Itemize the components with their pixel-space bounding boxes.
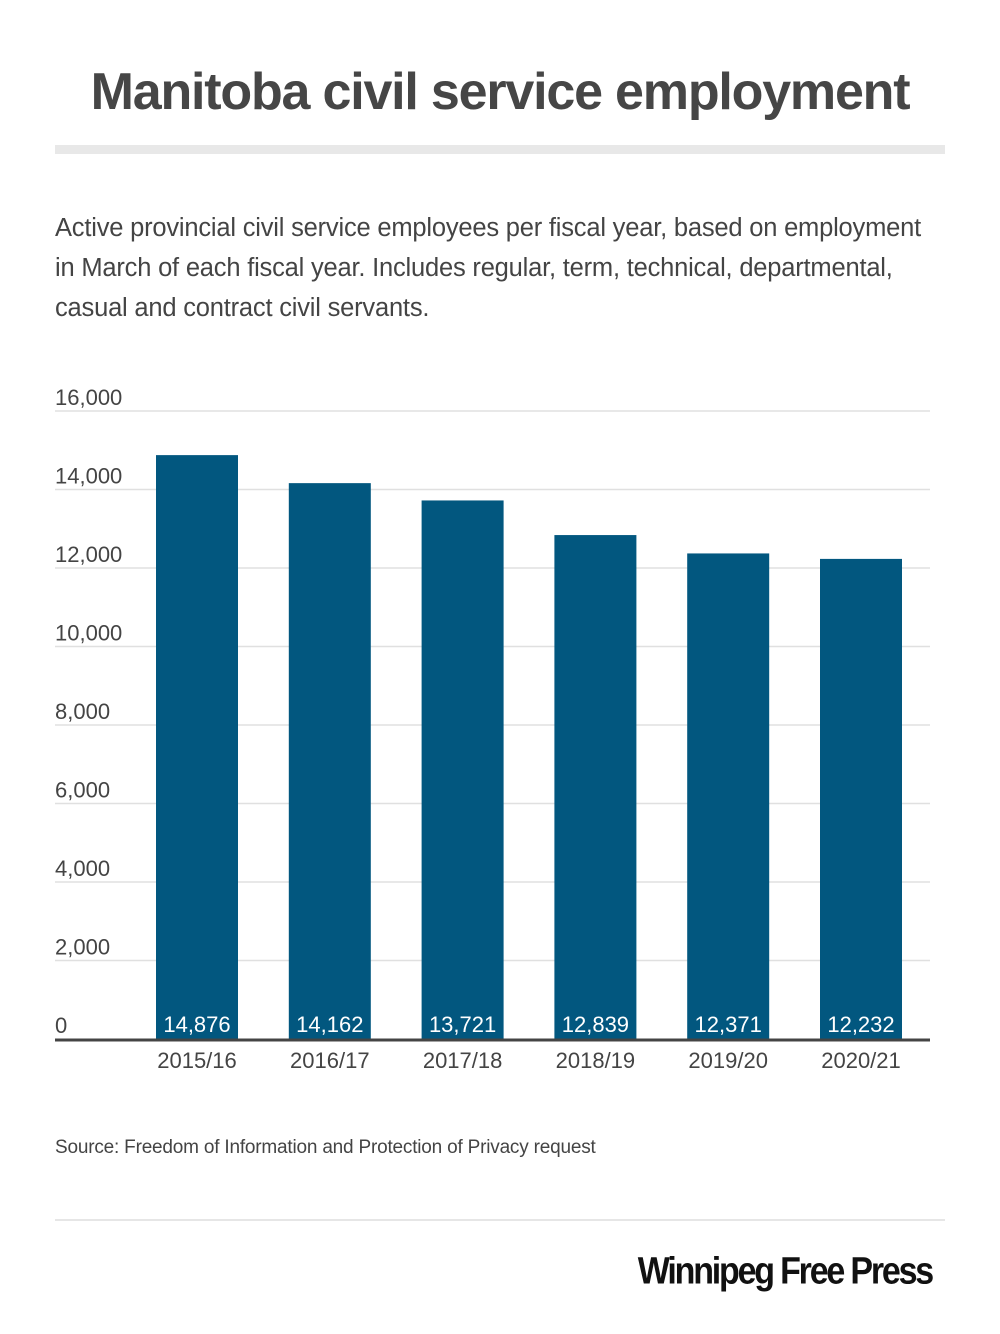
bar bbox=[820, 558, 902, 1039]
chart-subtitle: Active provincial civil service employee… bbox=[55, 214, 921, 322]
publisher-logo: Winnipeg Free Press bbox=[637, 1249, 934, 1293]
bar-chart: 0 2,000 4,000 6,000 8,000 10,000 12,000 14,000 1… bbox=[55, 385, 930, 1073]
y-tick-label: 16,000 bbox=[55, 385, 122, 410]
y-axis-tick-labels: 0 2,000 4,000 6,000 8,000 10,000 12,000 14,000 1… bbox=[55, 385, 122, 1038]
chart-title: Manitoba civil service employment bbox=[90, 63, 911, 121]
y-tick-label: 12,000 bbox=[55, 542, 122, 567]
bar-value-label: 12,232 bbox=[827, 1012, 894, 1037]
bar-value-label: 13,721 bbox=[429, 1012, 496, 1037]
bar-value-label: 14,876 bbox=[163, 1012, 230, 1037]
bar bbox=[421, 500, 504, 1039]
y-tick-label: 8,000 bbox=[55, 699, 110, 724]
bar bbox=[156, 455, 238, 1039]
bar bbox=[687, 553, 770, 1039]
x-tick-label: 2017/18 bbox=[423, 1048, 503, 1073]
y-tick-label: 0 bbox=[55, 1013, 67, 1038]
bar bbox=[554, 535, 637, 1039]
y-tick-label: 6,000 bbox=[55, 778, 110, 803]
x-axis-tick-labels: 2015/16 2016/17 2017/18 2018/19 2019/20 2020/… bbox=[157, 1048, 901, 1073]
x-tick-label: 2018/19 bbox=[556, 1048, 636, 1073]
bar bbox=[288, 483, 371, 1040]
footer-divider bbox=[55, 1219, 945, 1221]
y-tick-label: 2,000 bbox=[55, 935, 110, 960]
source-note: Source: Freedom of Information and Prote… bbox=[55, 1137, 596, 1158]
y-tick-label: 10,000 bbox=[55, 621, 122, 646]
x-tick-label: 2016/17 bbox=[290, 1048, 370, 1073]
x-tick-label: 2015/16 bbox=[157, 1048, 237, 1073]
y-tick-label: 4,000 bbox=[55, 856, 110, 881]
y-tick-label: 14,000 bbox=[55, 464, 122, 489]
bar-value-label: 12,839 bbox=[562, 1012, 629, 1037]
bar-value-label: 14,162 bbox=[296, 1012, 363, 1037]
bar-value-labels: 14,876 14,162 13,721 12,839 12,371 12,232 bbox=[163, 1012, 894, 1037]
title-divider bbox=[55, 145, 945, 154]
x-tick-label: 2019/20 bbox=[688, 1048, 768, 1073]
bars bbox=[156, 455, 902, 1040]
bar-value-label: 12,371 bbox=[695, 1012, 762, 1037]
x-tick-label: 2020/21 bbox=[821, 1048, 901, 1073]
